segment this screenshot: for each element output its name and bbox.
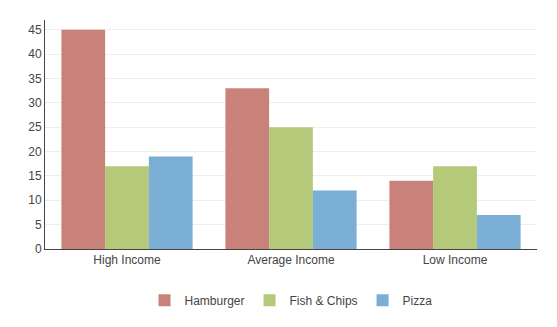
svg-text:40: 40 xyxy=(28,47,42,61)
svg-text:Low Income: Low Income xyxy=(423,253,488,267)
svg-text:High Income: High Income xyxy=(93,253,161,267)
svg-text:Hamburger: Hamburger xyxy=(185,294,245,308)
svg-text:20: 20 xyxy=(28,145,42,159)
svg-text:45: 45 xyxy=(28,23,42,37)
svg-text:30: 30 xyxy=(28,96,42,110)
svg-text:Fish & Chips: Fish & Chips xyxy=(290,294,358,308)
svg-text:10: 10 xyxy=(28,193,42,207)
svg-text:0: 0 xyxy=(35,242,42,256)
svg-text:Average Income: Average Income xyxy=(247,253,334,267)
svg-text:35: 35 xyxy=(28,72,42,86)
svg-text:5: 5 xyxy=(35,218,42,232)
svg-text:25: 25 xyxy=(28,120,42,134)
svg-text:15: 15 xyxy=(28,169,42,183)
svg-text:Pizza: Pizza xyxy=(403,294,433,308)
